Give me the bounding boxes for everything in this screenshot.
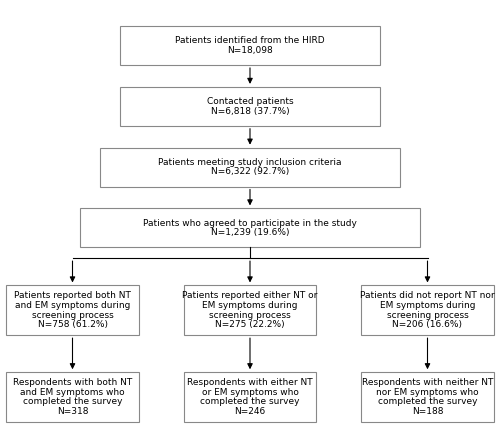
Text: N=206 (16.6%): N=206 (16.6%) xyxy=(392,320,462,329)
Text: N=188: N=188 xyxy=(412,407,444,416)
Text: Respondents with either NT: Respondents with either NT xyxy=(187,378,313,387)
Text: screening process: screening process xyxy=(209,311,291,319)
Text: Patients identified from the HIRD: Patients identified from the HIRD xyxy=(175,36,325,45)
Text: EM symptoms during: EM symptoms during xyxy=(380,301,475,310)
FancyBboxPatch shape xyxy=(6,372,138,422)
Text: completed the survey: completed the survey xyxy=(378,398,477,406)
Text: N=6,322 (92.7%): N=6,322 (92.7%) xyxy=(211,168,289,176)
Text: Contacted patients: Contacted patients xyxy=(206,97,294,106)
Text: Respondents with neither NT: Respondents with neither NT xyxy=(362,378,493,387)
FancyBboxPatch shape xyxy=(120,26,380,65)
Text: Patients reported either NT or: Patients reported either NT or xyxy=(182,292,318,300)
Text: N=1,239 (19.6%): N=1,239 (19.6%) xyxy=(211,228,289,237)
Text: completed the survey: completed the survey xyxy=(23,398,122,406)
Text: N=18,098: N=18,098 xyxy=(227,46,273,55)
Text: Patients did not report NT nor: Patients did not report NT nor xyxy=(360,292,495,300)
Text: or EM symptoms who: or EM symptoms who xyxy=(202,388,298,397)
Text: EM symptoms during: EM symptoms during xyxy=(202,301,298,310)
Text: N=6,818 (37.7%): N=6,818 (37.7%) xyxy=(210,107,290,115)
FancyBboxPatch shape xyxy=(361,286,494,335)
Text: Patients who agreed to participate in the study: Patients who agreed to participate in th… xyxy=(143,219,357,227)
FancyBboxPatch shape xyxy=(6,286,138,335)
FancyBboxPatch shape xyxy=(184,372,316,422)
FancyBboxPatch shape xyxy=(80,208,420,247)
Text: and EM symptoms during: and EM symptoms during xyxy=(15,301,130,310)
Text: and EM symptoms who: and EM symptoms who xyxy=(20,388,125,397)
FancyBboxPatch shape xyxy=(120,87,380,126)
Text: N=758 (61.2%): N=758 (61.2%) xyxy=(38,320,108,329)
Text: screening process: screening process xyxy=(386,311,468,319)
Text: N=275 (22.2%): N=275 (22.2%) xyxy=(215,320,285,329)
Text: N=318: N=318 xyxy=(57,407,88,416)
FancyBboxPatch shape xyxy=(361,372,494,422)
Text: Patients reported both NT: Patients reported both NT xyxy=(14,292,131,300)
Text: screening process: screening process xyxy=(32,311,114,319)
FancyBboxPatch shape xyxy=(184,286,316,335)
FancyBboxPatch shape xyxy=(100,148,400,187)
Text: Patients meeting study inclusion criteria: Patients meeting study inclusion criteri… xyxy=(158,158,342,167)
Text: nor EM symptoms who: nor EM symptoms who xyxy=(376,388,479,397)
Text: completed the survey: completed the survey xyxy=(200,398,300,406)
Text: Respondents with both NT: Respondents with both NT xyxy=(13,378,132,387)
Text: N=246: N=246 xyxy=(234,407,266,416)
